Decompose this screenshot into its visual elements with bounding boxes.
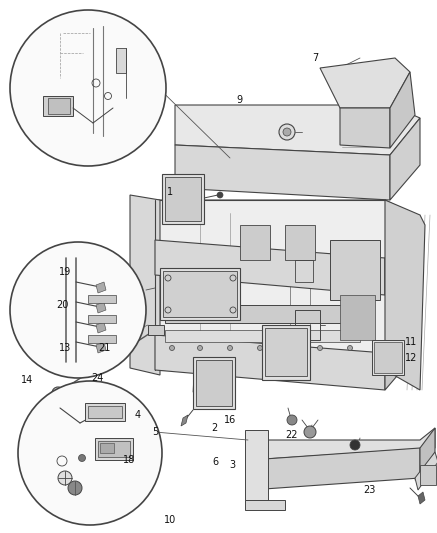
Text: 5: 5	[152, 427, 158, 437]
Polygon shape	[385, 200, 425, 390]
Circle shape	[257, 345, 263, 351]
Circle shape	[10, 242, 146, 378]
Circle shape	[55, 390, 61, 396]
Circle shape	[52, 387, 64, 399]
Bar	[85, 403, 125, 421]
Circle shape	[170, 345, 174, 351]
Polygon shape	[155, 200, 385, 370]
Bar	[98, 441, 130, 457]
Bar	[100, 443, 114, 453]
Polygon shape	[155, 240, 385, 295]
Circle shape	[304, 426, 316, 438]
Bar	[240, 225, 270, 260]
Polygon shape	[96, 282, 106, 293]
Circle shape	[68, 481, 82, 495]
Polygon shape	[340, 295, 375, 340]
Bar	[165, 305, 360, 323]
Polygon shape	[418, 492, 425, 504]
Polygon shape	[250, 448, 420, 490]
Bar	[285, 225, 315, 260]
Bar	[95, 438, 133, 460]
Bar	[374, 342, 402, 373]
Text: 11: 11	[405, 337, 417, 347]
Polygon shape	[390, 118, 420, 200]
Polygon shape	[43, 96, 73, 116]
Bar	[265, 328, 307, 376]
Bar	[163, 271, 237, 317]
Text: 12: 12	[405, 353, 417, 363]
Polygon shape	[175, 105, 420, 155]
Polygon shape	[96, 302, 106, 313]
Polygon shape	[155, 295, 415, 353]
Text: 24: 24	[91, 373, 103, 383]
Circle shape	[217, 192, 223, 198]
Circle shape	[279, 124, 295, 140]
Bar	[420, 465, 436, 485]
Text: 1: 1	[167, 187, 173, 197]
Polygon shape	[130, 195, 160, 375]
Polygon shape	[415, 452, 437, 490]
Text: 7: 7	[312, 53, 318, 63]
Polygon shape	[320, 58, 410, 108]
Text: 10: 10	[164, 515, 176, 525]
Text: 22: 22	[286, 430, 298, 440]
Bar	[88, 295, 116, 303]
Bar	[330, 240, 380, 300]
Polygon shape	[390, 72, 415, 148]
Circle shape	[287, 415, 297, 425]
Bar	[165, 177, 201, 221]
Polygon shape	[385, 215, 415, 295]
Text: 3: 3	[229, 460, 235, 470]
Circle shape	[58, 471, 72, 485]
Circle shape	[79, 455, 86, 462]
Text: 16: 16	[224, 415, 236, 425]
Polygon shape	[155, 200, 415, 258]
Bar	[148, 325, 164, 335]
Text: 9: 9	[236, 95, 242, 105]
Circle shape	[198, 345, 202, 351]
Polygon shape	[175, 145, 390, 200]
Circle shape	[318, 345, 323, 351]
Polygon shape	[250, 428, 435, 460]
Text: 18: 18	[123, 455, 135, 465]
Polygon shape	[96, 322, 106, 333]
Bar	[193, 357, 235, 409]
Polygon shape	[96, 342, 106, 353]
Polygon shape	[245, 500, 285, 510]
Bar	[160, 268, 240, 320]
Bar	[196, 360, 232, 406]
Bar	[372, 340, 404, 375]
Circle shape	[347, 345, 353, 351]
Text: 2: 2	[211, 423, 217, 433]
Circle shape	[10, 10, 166, 166]
Circle shape	[228, 345, 232, 351]
Bar	[88, 315, 116, 323]
Circle shape	[288, 345, 292, 351]
Circle shape	[283, 128, 291, 136]
Bar	[165, 330, 360, 342]
Text: 19: 19	[59, 267, 71, 277]
Circle shape	[350, 440, 360, 450]
Text: 14: 14	[21, 375, 33, 385]
Text: 21: 21	[98, 343, 110, 353]
Text: 4: 4	[135, 410, 141, 420]
Polygon shape	[181, 415, 188, 426]
Text: 20: 20	[56, 300, 68, 310]
Bar	[262, 325, 310, 380]
Polygon shape	[340, 108, 390, 148]
Text: 23: 23	[363, 485, 375, 495]
Polygon shape	[245, 430, 268, 500]
Text: 13: 13	[59, 343, 71, 353]
Polygon shape	[116, 48, 126, 73]
Bar	[295, 260, 313, 282]
Circle shape	[18, 381, 162, 525]
Bar	[88, 406, 122, 418]
Bar	[88, 335, 116, 343]
Bar	[48, 98, 70, 114]
Bar	[162, 174, 204, 224]
Polygon shape	[420, 428, 435, 478]
Polygon shape	[155, 335, 385, 390]
Text: 6: 6	[212, 457, 218, 467]
Polygon shape	[385, 310, 415, 390]
